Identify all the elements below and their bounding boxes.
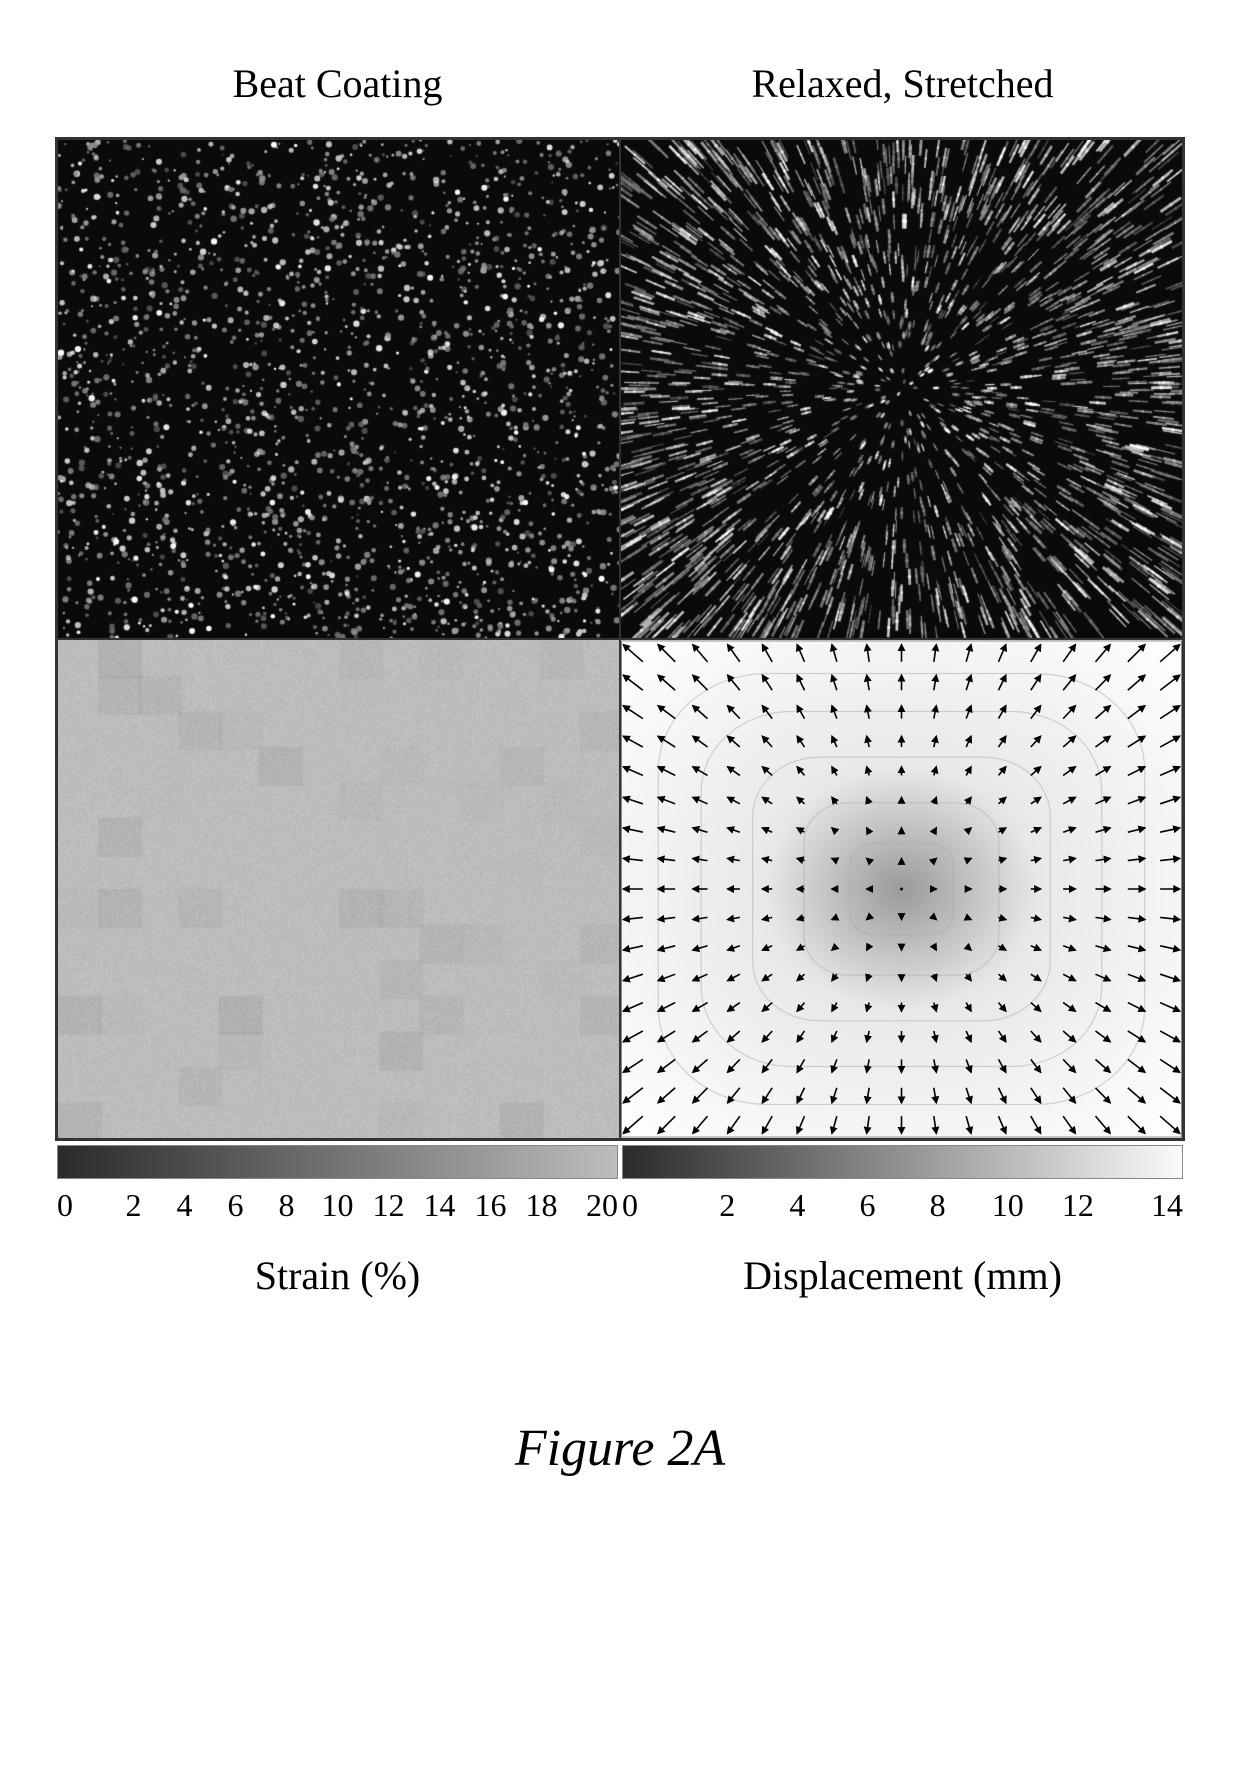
tick-label: 0	[57, 1187, 108, 1224]
tick-label: 16	[465, 1187, 516, 1224]
panel-top-right	[620, 139, 1183, 639]
tick-label: 20	[567, 1187, 618, 1224]
colorbar-row: 02468101214161820 02468101214	[55, 1145, 1185, 1224]
colorbar-left	[57, 1145, 618, 1179]
tick-label: 18	[516, 1187, 567, 1224]
panel-top-left	[57, 139, 620, 639]
panel-bottom-right	[620, 639, 1183, 1139]
vector-field	[621, 640, 1182, 1138]
panel-row-top	[57, 139, 1183, 639]
speckle-image-left	[58, 140, 620, 638]
column-headers: Beat Coating Relaxed, Stretched	[55, 60, 1185, 107]
tick-label: 12	[363, 1187, 414, 1224]
tick-label: 12	[1043, 1187, 1113, 1224]
tick-label: 2	[692, 1187, 762, 1224]
header-left: Beat Coating	[55, 60, 620, 107]
tick-label: 10	[312, 1187, 363, 1224]
colorbar-right-block: 02468101214	[620, 1145, 1185, 1224]
colorbar-right	[622, 1145, 1183, 1179]
tick-label: 2	[108, 1187, 159, 1224]
tick-label: 0	[622, 1187, 692, 1224]
tick-label: 6	[210, 1187, 261, 1224]
figure-container: Beat Coating Relaxed, Stretched 02468101…	[0, 60, 1240, 1478]
tick-label: 4	[762, 1187, 832, 1224]
header-right: Relaxed, Stretched	[620, 60, 1185, 107]
strain-map	[58, 640, 620, 1138]
panel-grid	[55, 137, 1185, 1141]
speckle-image-right	[621, 140, 1183, 638]
axis-label-left: Strain (%)	[55, 1252, 620, 1299]
tick-label: 4	[159, 1187, 210, 1224]
tick-label: 8	[261, 1187, 312, 1224]
colorbar-left-block: 02468101214161820	[55, 1145, 620, 1224]
tick-label: 8	[903, 1187, 973, 1224]
tick-label: 14	[414, 1187, 465, 1224]
colorbar-right-ticks: 02468101214	[622, 1187, 1183, 1224]
figure-caption: Figure 2A	[55, 1419, 1185, 1478]
tick-label: 10	[973, 1187, 1043, 1224]
axis-labels: Strain (%) Displacement (mm)	[55, 1224, 1185, 1299]
panel-row-bottom	[57, 639, 1183, 1139]
tick-label: 14	[1113, 1187, 1183, 1224]
colorbar-left-ticks: 02468101214161820	[57, 1187, 618, 1224]
panel-bottom-left	[57, 639, 620, 1139]
axis-label-right: Displacement (mm)	[620, 1252, 1185, 1299]
tick-label: 6	[832, 1187, 902, 1224]
